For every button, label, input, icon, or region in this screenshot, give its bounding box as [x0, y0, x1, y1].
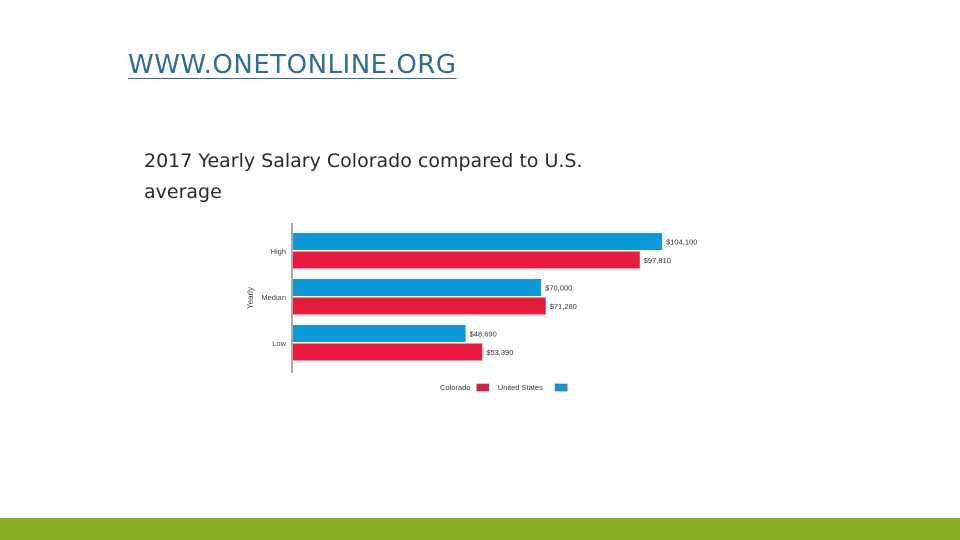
legend-label-united-states: United States — [498, 383, 543, 392]
data-label-united-states-high: $104,100 — [666, 238, 697, 247]
data-label-colorado-median: $71,280 — [550, 302, 577, 311]
bar-colorado-high — [293, 251, 640, 269]
data-label-united-states-median: $70,000 — [545, 284, 572, 293]
category-label-low: Low — [272, 339, 286, 348]
bar-united-states-high — [293, 233, 663, 250]
legend-swatch-united-states — [554, 383, 568, 392]
bar-united-states-low — [293, 325, 466, 342]
data-label-united-states-low: $48,690 — [470, 330, 497, 339]
website-link[interactable]: WWW.ONETONLINE.ORG — [128, 50, 457, 80]
bar-united-states-median — [293, 279, 542, 296]
category-label-median: Median — [261, 293, 286, 302]
chart-subtitle: 2017 Yearly Salary Colorado compared to … — [144, 150, 583, 203]
data-label-colorado-high: $97,810 — [644, 256, 671, 265]
legend-swatch-colorado — [476, 383, 490, 392]
salary-bar-chart: Yearly High $104,100 $97,810 Median $70,000 $7… — [246, 223, 697, 392]
bar-colorado-low — [293, 343, 483, 361]
legend-label-colorado: Colorado — [440, 383, 470, 392]
footer-accent-bar — [0, 518, 960, 540]
category-label-high: High — [271, 247, 286, 256]
y-axis-title: Yearly — [246, 287, 255, 309]
bar-colorado-median — [293, 297, 546, 315]
data-label-colorado-low: $53,390 — [486, 348, 513, 357]
